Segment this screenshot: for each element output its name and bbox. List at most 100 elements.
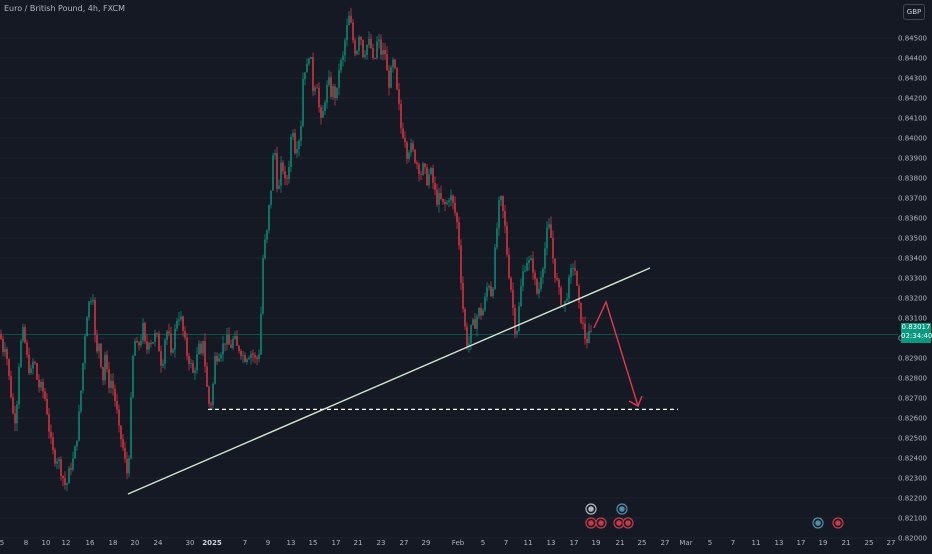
candle-body	[332, 86, 334, 97]
time-tick-label: 17	[570, 539, 579, 547]
candle-body	[576, 270, 578, 286]
last-price-badge: 0.83017 02:34:40	[901, 323, 932, 343]
candle-body	[264, 239, 266, 259]
candle-body	[152, 342, 154, 344]
candle-body	[486, 287, 488, 297]
candle-body	[524, 270, 526, 272]
price-tick-label: 0.82000	[898, 535, 927, 543]
candle-body	[492, 288, 494, 296]
calendar-icon[interactable]	[616, 503, 628, 515]
candle-body	[552, 237, 554, 259]
price-tick-label: 0.82300	[898, 475, 927, 483]
candle-body	[178, 319, 180, 321]
candle-body	[70, 468, 72, 470]
candle-body	[108, 369, 110, 388]
candle-body	[472, 319, 474, 325]
time-tick-label: 7	[504, 539, 508, 547]
candle-body	[458, 222, 460, 246]
time-tick-label: 24	[154, 539, 163, 547]
candle-body	[20, 340, 22, 367]
candle-body	[296, 148, 298, 153]
drawings[interactable]	[0, 267, 898, 495]
candle-body	[188, 355, 190, 364]
candle-body	[360, 36, 362, 40]
candle-body	[14, 413, 16, 424]
candle-body	[18, 366, 20, 405]
candle-body	[160, 351, 162, 366]
currency-button[interactable]: GBP	[903, 4, 925, 20]
flag-gb-icon[interactable]	[595, 517, 607, 529]
candle-body	[234, 335, 236, 339]
flag-gb-icon[interactable]	[622, 517, 634, 529]
candle-body	[490, 286, 492, 296]
price-tick-label: 0.84400	[898, 55, 927, 63]
candle-body	[232, 338, 234, 348]
candle-body	[414, 149, 416, 163]
candle-body	[22, 327, 24, 341]
candle-body	[240, 351, 242, 356]
time-tick-label: Feb	[452, 539, 465, 547]
candle-body	[478, 307, 480, 317]
candle-body	[418, 164, 420, 174]
candle-body	[30, 368, 32, 374]
candle-body	[204, 341, 206, 367]
time-tick-label: 16	[86, 539, 95, 547]
candle-body	[16, 404, 18, 424]
time-tick-label: 10	[42, 539, 51, 547]
candle-body	[116, 401, 118, 410]
candle-body	[276, 153, 278, 189]
time-tick-label: 25	[638, 539, 647, 547]
symbol-title[interactable]: Euro / British Pound, 4h, FXCM	[4, 4, 126, 13]
price-tick-label: 0.84100	[898, 115, 927, 123]
candle-body	[468, 343, 470, 347]
candle-body	[380, 39, 382, 55]
candle-body	[238, 345, 240, 352]
candle-body	[200, 343, 202, 354]
candle-body	[460, 245, 462, 283]
candle-body	[480, 307, 482, 316]
bar-countdown: 02:34:40	[901, 332, 932, 340]
candle-body	[326, 84, 328, 103]
candle-body	[584, 323, 586, 339]
candle-body	[454, 202, 456, 213]
flag-eu-icon[interactable]	[812, 517, 824, 529]
candle-body	[302, 79, 304, 127]
time-tick-label: 25	[865, 539, 874, 547]
time-tick-label: 30	[186, 539, 195, 547]
event-markers[interactable]	[585, 503, 844, 529]
time-tick-label: 13	[775, 539, 784, 547]
candle-body	[308, 58, 310, 64]
candle-body	[62, 475, 64, 479]
candle-body	[436, 189, 438, 205]
candle-body	[114, 388, 116, 402]
price-axis[interactable]	[898, 0, 932, 550]
candle-body	[36, 363, 38, 380]
candle-body	[270, 190, 272, 205]
candle-body	[560, 287, 562, 306]
time-tick-label: 12	[62, 539, 71, 547]
candle-body	[110, 381, 112, 388]
time-tick-label: 18	[109, 539, 118, 547]
flag-gb-icon[interactable]	[832, 517, 844, 529]
price-tick-label: 0.83700	[898, 195, 927, 203]
candle-body	[260, 313, 262, 355]
candle-body	[406, 142, 408, 159]
candle-body	[244, 355, 246, 362]
flag-gb-icon[interactable]	[585, 517, 597, 529]
candle-body	[214, 356, 216, 384]
candle-body	[64, 478, 66, 486]
candle-body	[402, 128, 404, 138]
flag-gb-icon-dot	[598, 520, 604, 526]
candle-body	[210, 403, 212, 406]
candle-body	[488, 286, 490, 288]
candle-body	[412, 143, 414, 150]
lightning-icon[interactable]	[585, 503, 597, 515]
candle-body	[446, 202, 448, 205]
candle-body	[452, 195, 454, 203]
time-tick-label: 11	[752, 539, 761, 547]
price-tick-label: 0.82600	[898, 415, 927, 423]
time-tick-label: 19	[819, 539, 828, 547]
candle-body	[368, 38, 370, 45]
